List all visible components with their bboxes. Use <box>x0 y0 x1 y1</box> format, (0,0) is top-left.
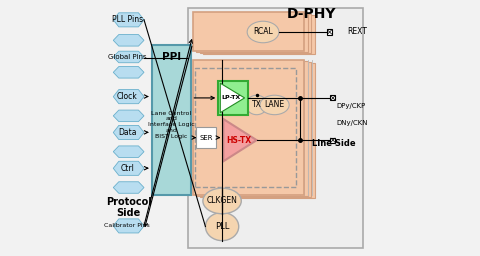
Polygon shape <box>113 219 144 233</box>
Polygon shape <box>113 161 144 175</box>
Polygon shape <box>113 110 144 122</box>
Polygon shape <box>113 13 144 27</box>
Text: Ctrl: Ctrl <box>120 164 134 173</box>
Text: PLL: PLL <box>215 222 229 231</box>
FancyBboxPatch shape <box>218 81 248 115</box>
Text: Lane Control
and
Interface Logic
and
BIST Logic: Lane Control and Interface Logic and BIS… <box>148 111 195 139</box>
FancyBboxPatch shape <box>200 62 311 197</box>
FancyBboxPatch shape <box>192 60 304 195</box>
Bar <box>327 29 332 35</box>
Text: HS-TX: HS-TX <box>226 136 251 145</box>
FancyBboxPatch shape <box>192 12 304 51</box>
Ellipse shape <box>246 95 267 115</box>
Polygon shape <box>113 67 144 78</box>
Polygon shape <box>113 90 144 104</box>
FancyBboxPatch shape <box>152 45 192 195</box>
Ellipse shape <box>203 188 241 214</box>
FancyBboxPatch shape <box>204 63 315 198</box>
Polygon shape <box>113 51 144 63</box>
FancyBboxPatch shape <box>188 8 363 248</box>
Polygon shape <box>113 146 144 157</box>
Text: D-PHY: D-PHY <box>287 7 336 21</box>
Ellipse shape <box>205 212 239 241</box>
Text: REXT: REXT <box>348 27 367 37</box>
FancyBboxPatch shape <box>200 14 311 53</box>
Polygon shape <box>223 119 257 161</box>
Text: PPI: PPI <box>162 52 181 62</box>
Text: DNy/CKN: DNy/CKN <box>337 120 368 126</box>
Polygon shape <box>113 35 144 46</box>
Text: Data: Data <box>118 128 136 137</box>
Text: Line Side: Line Side <box>312 139 355 148</box>
FancyBboxPatch shape <box>196 13 308 52</box>
Ellipse shape <box>260 95 289 115</box>
Bar <box>330 95 336 100</box>
FancyBboxPatch shape <box>196 127 216 148</box>
Text: CLKGEN: CLKGEN <box>207 196 238 206</box>
Text: SER: SER <box>199 135 213 141</box>
Text: LP-TX: LP-TX <box>222 95 241 100</box>
Text: TX: TX <box>252 100 262 110</box>
Text: RCAL: RCAL <box>253 27 273 37</box>
Text: Clock: Clock <box>117 92 137 101</box>
Text: PLL Pins: PLL Pins <box>111 15 143 24</box>
Text: DPy/CKP: DPy/CKP <box>337 103 366 109</box>
FancyBboxPatch shape <box>196 61 308 196</box>
Text: Calibrator Pins: Calibrator Pins <box>104 223 150 228</box>
Text: LANE: LANE <box>264 100 285 110</box>
Polygon shape <box>113 125 144 140</box>
Text: Protocol
Side: Protocol Side <box>106 197 152 218</box>
Polygon shape <box>113 182 144 193</box>
Bar <box>330 138 336 143</box>
Polygon shape <box>220 83 245 113</box>
Text: Global Pins: Global Pins <box>108 54 146 60</box>
FancyBboxPatch shape <box>204 15 315 55</box>
Ellipse shape <box>247 21 279 43</box>
